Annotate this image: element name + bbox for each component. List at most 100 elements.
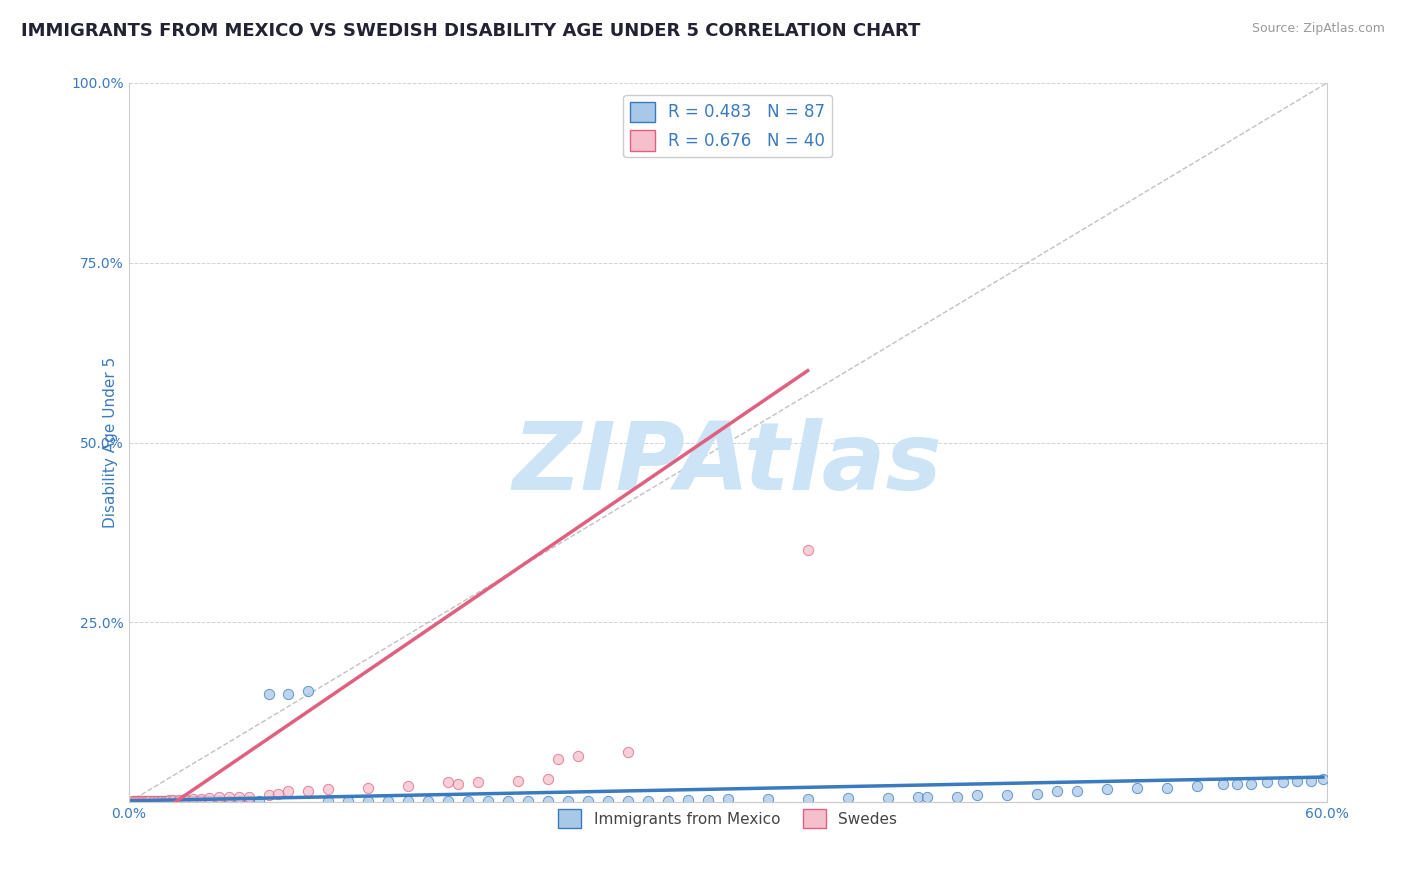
Point (194, 794, 217, 808)
Point (190, 794, 212, 808)
Point (1066, 784, 1088, 798)
Point (437, 794, 460, 808)
Point (176, 794, 198, 808)
Point (547, 752, 569, 766)
Point (1285, 773, 1308, 788)
Point (966, 788, 988, 802)
Point (907, 790, 929, 805)
Point (576, 794, 599, 808)
Point (177, 794, 200, 808)
Point (1299, 773, 1322, 788)
Point (139, 794, 162, 808)
Point (1185, 780, 1208, 794)
Point (190, 791, 212, 805)
Point (124, 794, 146, 808)
Point (267, 787, 290, 801)
Point (134, 794, 156, 808)
Point (277, 687, 299, 701)
Point (257, 788, 280, 802)
Point (145, 794, 167, 808)
Point (162, 793, 184, 807)
Point (637, 794, 659, 808)
Point (238, 794, 260, 808)
Point (396, 794, 419, 808)
Point (496, 794, 519, 808)
Point (166, 794, 188, 808)
Point (197, 794, 219, 808)
Point (467, 775, 489, 789)
Text: IMMIGRANTS FROM MEXICO VS SWEDISH DISABILITY AGE UNDER 5 CORRELATION CHART: IMMIGRANTS FROM MEXICO VS SWEDISH DISABI… (21, 22, 921, 40)
Point (162, 794, 184, 808)
Point (1312, 772, 1334, 787)
Point (508, 773, 530, 788)
Point (156, 794, 179, 808)
Point (596, 794, 619, 808)
Text: ZIPAtlas: ZIPAtlas (513, 418, 942, 510)
Point (1226, 777, 1249, 791)
Point (143, 794, 166, 808)
Point (173, 794, 195, 808)
Point (247, 794, 270, 808)
Point (946, 789, 969, 804)
Point (148, 794, 170, 808)
Point (517, 794, 540, 808)
Point (676, 793, 699, 807)
Point (617, 745, 640, 759)
Point (152, 794, 174, 808)
Point (1156, 780, 1178, 795)
Point (163, 794, 186, 808)
Legend: Immigrants from Mexico, Swedes: Immigrants from Mexico, Swedes (553, 804, 903, 834)
Point (357, 794, 380, 808)
Point (125, 794, 148, 808)
Point (228, 789, 250, 804)
Point (1212, 777, 1234, 791)
Point (135, 794, 157, 808)
Point (121, 794, 143, 808)
Point (876, 791, 898, 805)
Point (837, 791, 859, 805)
Point (129, 794, 152, 808)
Point (477, 794, 499, 808)
Point (357, 780, 380, 795)
Point (228, 794, 250, 808)
Point (447, 777, 470, 791)
Point (557, 794, 579, 808)
Point (696, 793, 718, 807)
Point (257, 687, 280, 701)
Point (318, 794, 340, 808)
Point (617, 794, 640, 808)
Point (1271, 775, 1294, 789)
Point (218, 790, 240, 805)
Point (135, 794, 157, 808)
Point (377, 794, 399, 808)
Point (657, 794, 679, 808)
Point (297, 784, 319, 798)
Point (396, 780, 419, 794)
Point (142, 794, 165, 808)
Y-axis label: Disability Age Under 5: Disability Age Under 5 (103, 357, 118, 528)
Point (131, 794, 153, 808)
Point (181, 791, 204, 805)
Point (128, 794, 150, 808)
Point (125, 794, 148, 808)
Point (917, 790, 939, 805)
Point (153, 794, 176, 808)
Point (437, 775, 460, 789)
Point (207, 794, 229, 808)
Point (1046, 784, 1069, 798)
Point (207, 790, 229, 805)
Point (172, 794, 194, 808)
Point (157, 793, 180, 807)
Point (138, 794, 160, 808)
Point (124, 794, 146, 808)
Point (218, 794, 240, 808)
Point (1026, 787, 1049, 801)
Point (134, 794, 156, 808)
Point (121, 794, 143, 808)
Point (238, 789, 260, 804)
Point (1126, 780, 1149, 795)
Point (169, 794, 191, 808)
Point (796, 791, 818, 805)
Point (157, 794, 180, 808)
Point (717, 792, 740, 806)
